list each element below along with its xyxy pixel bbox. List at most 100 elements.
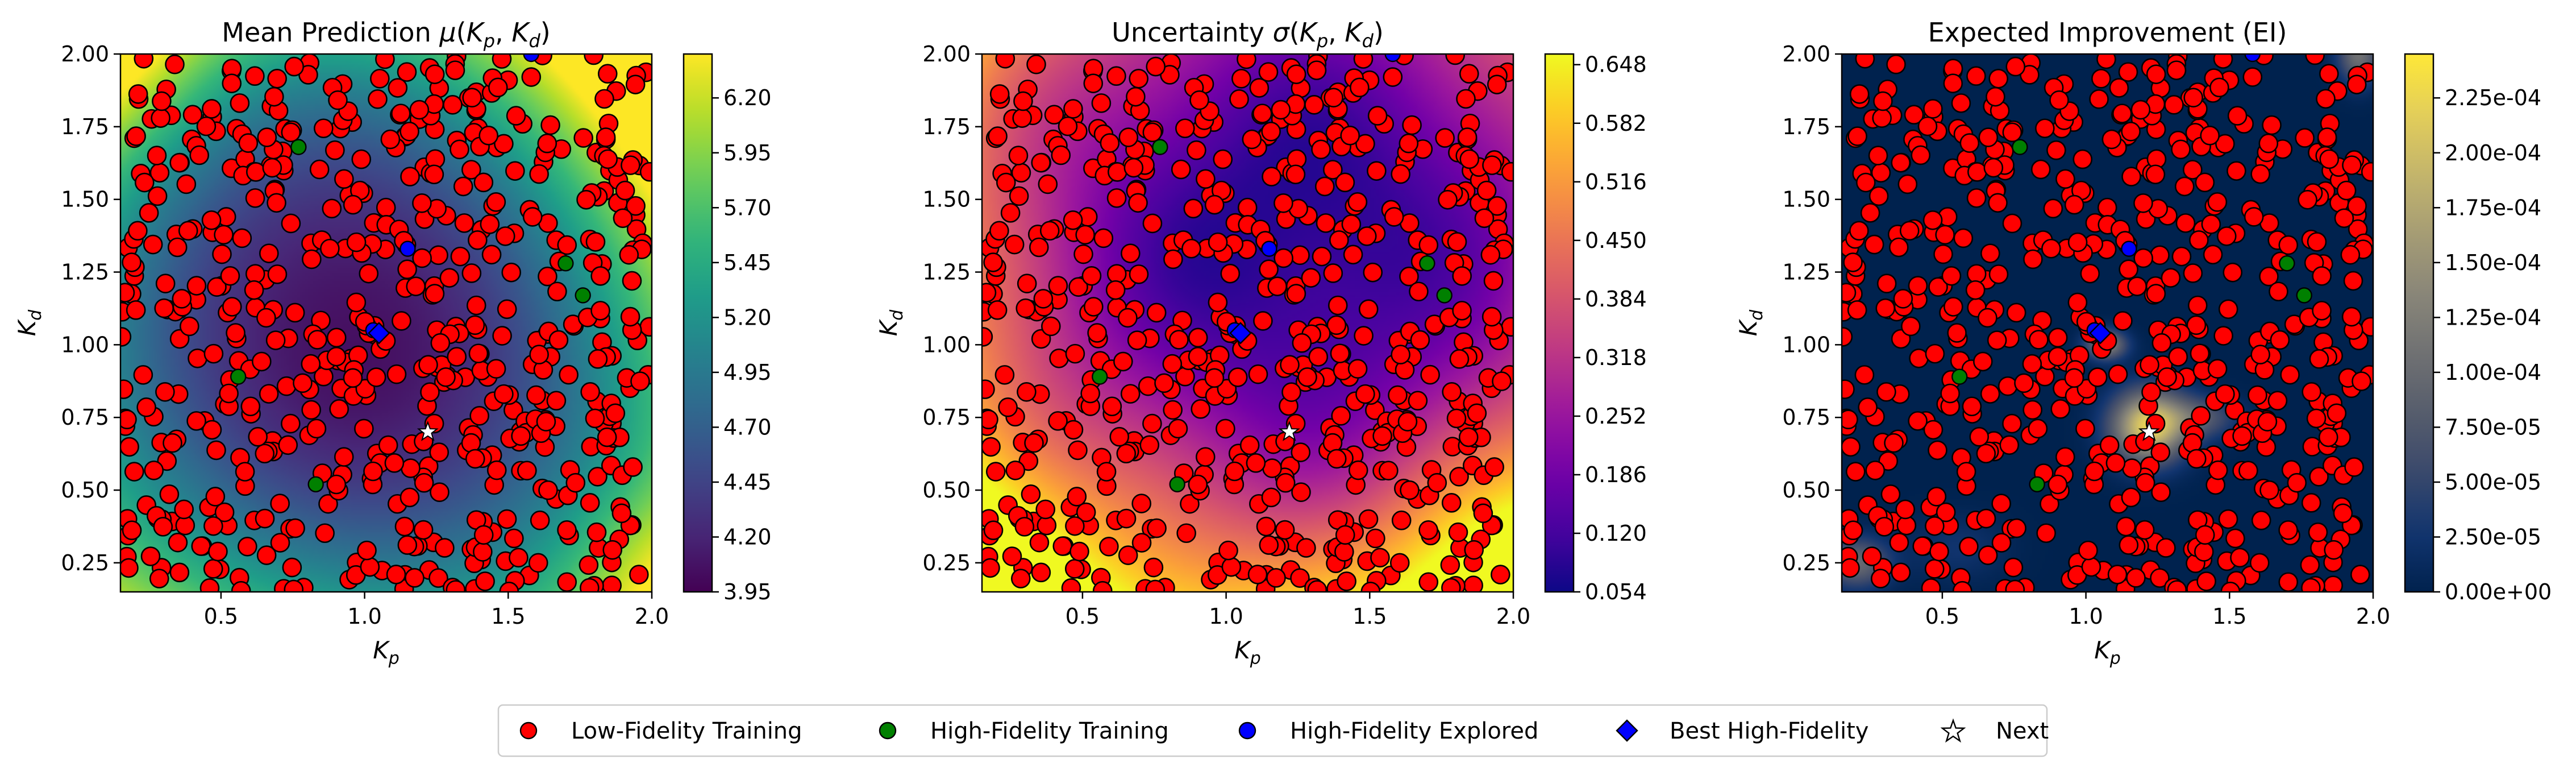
x-tick-label: 1.5 (1352, 604, 1387, 629)
low-fidelity-point (505, 161, 525, 181)
low-fidelity-point (1917, 116, 1938, 136)
low-fidelity-point (1262, 167, 1281, 186)
low-fidelity-point (1969, 426, 1990, 447)
low-fidelity-point (588, 467, 607, 487)
low-fidelity-point (1237, 197, 1258, 218)
low-fidelity-point (1926, 487, 1947, 507)
low-fidelity-point (2087, 367, 2108, 387)
low-fidelity-point (2067, 292, 2088, 313)
low-fidelity-point (1921, 578, 1941, 592)
low-fidelity-point (1372, 426, 1392, 446)
low-fidelity-point (605, 403, 626, 424)
low-fidelity-point (1123, 157, 1144, 178)
high-fidelity-training-point (2012, 139, 2028, 155)
low-fidelity-point (126, 300, 146, 320)
low-fidelity-point (1441, 578, 1461, 592)
low-fidelity-point (1936, 502, 1956, 523)
low-fidelity-point (1052, 536, 1073, 556)
low-fidelity-point (1221, 557, 1242, 577)
low-fidelity-point (219, 383, 239, 404)
low-fidelity-point (1181, 238, 1201, 259)
low-fidelity-point (1290, 245, 1310, 266)
low-fidelity-point (1196, 169, 1216, 189)
low-fidelity-point (1895, 499, 1915, 520)
low-fidelity-point (1440, 555, 1460, 575)
low-fidelity-point (188, 348, 207, 368)
low-fidelity-point (1021, 484, 1041, 504)
low-fidelity-point (639, 161, 652, 182)
low-fidelity-point (1039, 221, 1060, 241)
low-fidelity-point (1358, 299, 1379, 320)
low-fidelity-point (1962, 396, 1982, 417)
y-tick-label: 0.75 (61, 405, 109, 430)
low-fidelity-point (2119, 259, 2138, 280)
low-fidelity-point (1041, 316, 1061, 337)
high-fidelity-training-point (2296, 287, 2312, 304)
colorbar-tick-label: 1.00e-04 (2445, 360, 2541, 385)
best-high-fidelity-marker (1229, 322, 1252, 345)
low-fidelity-point (1872, 108, 1892, 128)
low-fidelity-point (1966, 66, 1986, 86)
low-fidelity-point (521, 67, 542, 87)
scatter-points (982, 54, 1513, 592)
low-fidelity-point (995, 54, 1016, 69)
low-fidelity-point (1087, 323, 1107, 343)
plot-frame (1841, 53, 2374, 593)
low-fidelity-point (1943, 73, 1963, 93)
colorbar-tick-label: 4.95 (723, 360, 772, 385)
low-fidelity-point (284, 579, 304, 592)
low-fidelity-point (154, 298, 174, 318)
low-fidelity-point (475, 571, 495, 591)
low-fidelity-point (1004, 234, 1025, 255)
low-fidelity-point (134, 172, 155, 193)
low-fidelity-point (1911, 145, 1931, 165)
low-fidelity-point (1163, 400, 1183, 420)
low-fidelity-point (537, 133, 557, 154)
y-tick-label: 1.25 (1782, 260, 1830, 285)
low-fidelity-point (443, 95, 463, 115)
low-fidelity-point (1363, 262, 1383, 283)
y-tick-label: 2.00 (61, 42, 109, 67)
low-fidelity-point (1113, 351, 1133, 372)
low-fidelity-point (1109, 426, 1130, 447)
low-fidelity-point (2195, 172, 2215, 193)
low-fidelity-point (2084, 461, 2104, 482)
low-fidelity-point (1909, 348, 1929, 368)
low-fidelity-point (1013, 91, 1033, 111)
low-fidelity-point (2164, 95, 2184, 115)
low-fidelity-point (363, 461, 383, 482)
low-fidelity-point (982, 283, 997, 302)
low-fidelity-point (1105, 280, 1126, 300)
low-fidelity-point (1146, 56, 1166, 77)
low-fidelity-point (1399, 133, 1419, 154)
low-fidelity-point (1246, 453, 1266, 473)
low-fidelity-point (1370, 548, 1390, 568)
low-fidelity-point (996, 172, 1016, 193)
low-fidelity-point (399, 487, 420, 508)
low-fidelity-point (1231, 69, 1251, 89)
low-fidelity-point (1204, 368, 1225, 388)
low-fidelity-point (538, 480, 558, 500)
low-fidelity-point (1010, 569, 1031, 588)
low-fidelity-point (1102, 396, 1122, 417)
low-fidelity-point (2127, 276, 2148, 296)
low-fidelity-point (397, 535, 418, 555)
low-fidelity-point (488, 77, 508, 98)
panel-3: 0.5 1.0 1.5 2.0 0.25 0.50 0.75 1.00 1.25 1.50 1.75… (1734, 17, 2552, 669)
low-fidelity-point (122, 252, 142, 272)
low-fidelity-point (1849, 84, 1870, 104)
x-tick-label: 0.5 (204, 604, 238, 629)
low-fidelity-point (1991, 494, 2011, 513)
low-fidelity-point (1327, 295, 1348, 316)
low-fidelity-point (314, 118, 334, 139)
colorbar-tick-label: 5.20 (723, 305, 772, 330)
low-fidelity-point (238, 133, 259, 153)
low-fidelity-point (548, 330, 569, 350)
low-fidelity-point (222, 73, 242, 93)
low-fidelity-point (1973, 351, 1993, 372)
low-fidelity-point (2091, 69, 2111, 89)
x-tick-label: 1.5 (491, 604, 525, 629)
low-fidelity-point (1849, 221, 1869, 241)
low-fidelity-point (412, 193, 432, 213)
low-fidelity-point (486, 460, 507, 480)
